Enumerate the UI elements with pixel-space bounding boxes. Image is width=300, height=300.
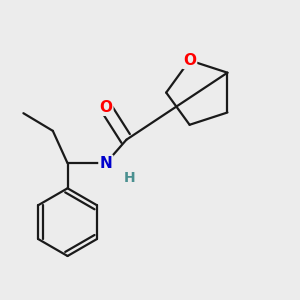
Text: H: H [124,171,135,185]
Text: O: O [183,53,196,68]
Text: O: O [99,100,112,115]
Text: N: N [100,156,112,171]
